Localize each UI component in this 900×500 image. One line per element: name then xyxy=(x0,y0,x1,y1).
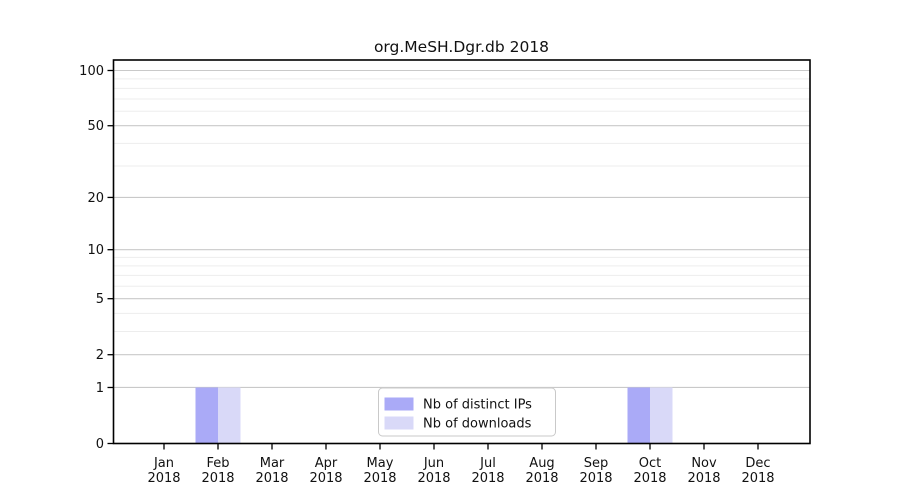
grid-minor-lines xyxy=(113,78,810,332)
y-tick-label: 0 xyxy=(96,437,104,452)
x-tick-label: Jul xyxy=(479,456,496,471)
x-tick-label: Nov xyxy=(691,456,717,471)
x-tick-year-label: 2018 xyxy=(417,471,450,486)
legend: Nb of distinct IPs Nb of downloads xyxy=(378,387,556,437)
legend-label: Nb of downloads xyxy=(423,417,532,432)
legend-swatch xyxy=(384,416,414,430)
x-tick-label: Aug xyxy=(529,456,554,471)
y-tick-label: 20 xyxy=(87,191,104,206)
bar-series xyxy=(195,387,673,444)
bar xyxy=(627,387,650,444)
axes: 0125102050100Jan2018Feb2018Mar2018Apr201… xyxy=(79,59,811,486)
y-tick-label: 100 xyxy=(79,64,104,79)
grid-major-lines xyxy=(113,69,810,389)
legend-swatch xyxy=(384,397,414,411)
bar xyxy=(650,387,673,444)
plot-border xyxy=(112,59,811,445)
x-tick-label: Dec xyxy=(745,456,770,471)
y-tick-label: 50 xyxy=(87,119,104,134)
x-tick-label: Jan xyxy=(153,456,174,471)
x-tick-year-label: 2018 xyxy=(579,471,612,486)
y-tick-label: 1 xyxy=(96,381,104,396)
x-tick-year-label: 2018 xyxy=(147,471,180,486)
x-tick-label: Mar xyxy=(260,456,285,471)
y-tick-label: 5 xyxy=(96,292,104,307)
x-tick-label: Feb xyxy=(206,456,229,471)
bar xyxy=(218,387,241,444)
x-tick-year-label: 2018 xyxy=(687,471,720,486)
x-tick-year-label: 2018 xyxy=(363,471,396,486)
x-tick-year-label: 2018 xyxy=(255,471,288,486)
y-tick-label: 10 xyxy=(87,243,104,258)
x-tick-year-label: 2018 xyxy=(201,471,234,486)
x-tick-label: Oct xyxy=(639,456,661,471)
bar xyxy=(195,387,218,444)
chart-title: org.MeSH.Dgr.db 2018 xyxy=(374,38,549,56)
y-tick-label: 2 xyxy=(96,348,104,363)
x-tick-label: May xyxy=(367,456,394,471)
x-tick-year-label: 2018 xyxy=(471,471,504,486)
x-tick-year-label: 2018 xyxy=(741,471,774,486)
x-tick-label: Apr xyxy=(315,456,338,471)
x-tick-label: Sep xyxy=(584,456,609,471)
legend-box xyxy=(378,387,556,437)
x-tick-label: Jun xyxy=(423,456,444,471)
legend-label: Nb of distinct IPs xyxy=(423,398,532,413)
x-tick-year-label: 2018 xyxy=(309,471,342,486)
x-tick-year-label: 2018 xyxy=(525,471,558,486)
x-tick-year-label: 2018 xyxy=(633,471,666,486)
